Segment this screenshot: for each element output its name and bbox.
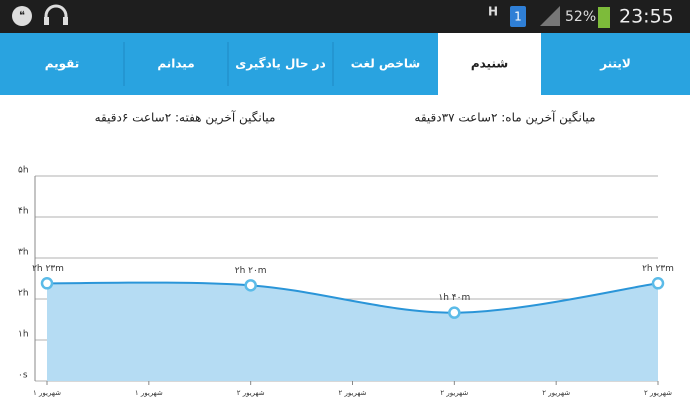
value-label: ۲h ۲۳m [642, 264, 674, 274]
signal-icon [540, 6, 560, 26]
x-tick-label: ۲ شهریور [644, 389, 672, 397]
y-tick-label: ۴h [18, 207, 29, 217]
x-tick-label: ۲ شهریور [237, 389, 265, 397]
line [46, 281, 659, 314]
active-tab [438, 33, 541, 95]
value-label: ۱h ۴۰m [438, 293, 470, 303]
y-tick-label: ۳h [18, 248, 29, 258]
point [448, 306, 461, 319]
tab[interactable]: در حال یادگیری [235, 57, 326, 71]
y-tick-label: ۰s [18, 371, 28, 381]
value-label: ۲h ۲۳m [32, 264, 64, 274]
network-type: H [488, 5, 498, 19]
tab-bar [0, 33, 690, 95]
battery-icon [598, 7, 610, 28]
x-tick-label: ۱ شهریور [135, 389, 163, 397]
tab[interactable]: شنیدم [471, 57, 508, 72]
month-average: میانگین آخرین ماه: ۲ساعت ۳۷دقیقه [414, 110, 595, 126]
tab[interactable]: شاخص لغت [351, 57, 421, 71]
point [651, 277, 665, 290]
svg-text:❝: ❝ [19, 9, 25, 22]
y-tick-label: ۵h [18, 166, 29, 176]
area [47, 282, 658, 381]
x-tick-label: ۲ شهریور [542, 389, 570, 397]
sim-number: 1 [514, 10, 522, 24]
point [40, 277, 54, 290]
tab[interactable]: تقویم [45, 57, 80, 72]
notification-icons: ❝ [12, 4, 68, 26]
tab[interactable]: میدانم [157, 57, 194, 71]
x-tick-label: ۲ شهریور [339, 389, 367, 397]
point [244, 279, 257, 292]
sim-icon [510, 6, 526, 27]
value-label: ۲h ۲۰m [235, 266, 267, 276]
x-tick-label: ۱ شهریور [33, 389, 61, 397]
y-tick-label: ۱h [18, 330, 29, 340]
tab[interactable]: لایتنر [599, 57, 631, 71]
clock: 23:55 [619, 6, 674, 28]
x-tick-label: ۲ شهریور [440, 389, 468, 397]
y-tick-label: ۲h [18, 289, 29, 299]
week-average: میانگین آخرین هفته: ۲ساعت ۶دقیقه [95, 110, 276, 126]
battery-percent: 52% [565, 9, 596, 25]
status-bar [0, 0, 690, 33]
